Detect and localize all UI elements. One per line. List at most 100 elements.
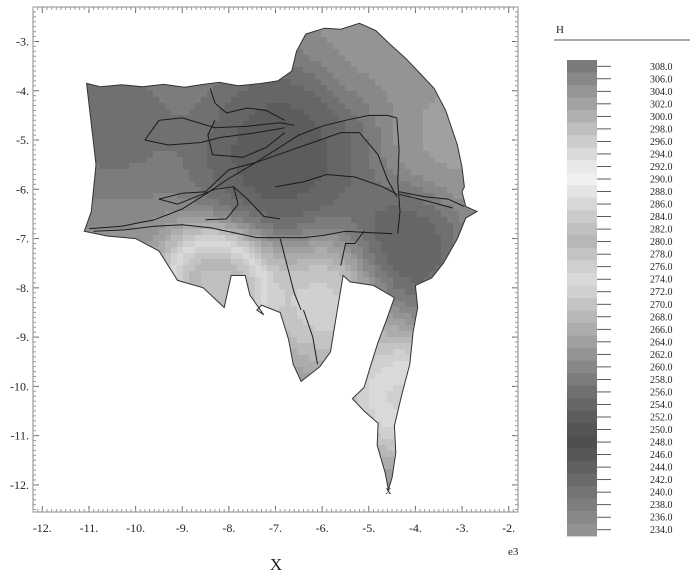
field-cell [99,235,106,242]
field-cell [135,271,142,278]
field-cell [309,259,316,266]
field-cell [237,373,244,380]
field-cell [291,247,298,254]
field-cell [225,481,232,488]
field-cell [147,253,154,260]
field-cell [291,379,298,386]
field-cell [45,247,52,254]
field-cell [123,37,130,44]
field-cell [243,157,250,164]
field-cell [87,487,94,490]
field-cell [207,205,214,212]
field-cell [45,31,52,38]
field-cell [369,115,376,122]
field-cell [63,505,70,512]
field-cell [291,139,298,146]
field-cell [357,163,364,170]
field-cell [309,289,316,296]
field-cell [159,235,166,242]
field-cell [243,23,250,26]
field-cell [357,373,364,380]
field-cell [87,151,94,158]
field-cell [261,259,268,266]
field-cell [279,181,286,188]
field-cell [153,481,160,488]
field-cell [327,301,334,308]
field-cell [39,229,46,236]
field-cell [189,133,196,140]
field-cell [213,451,220,458]
field-cell [213,277,220,284]
field-cell [345,43,352,50]
field-cell [135,55,142,62]
field-cell [357,289,364,296]
field-cell [375,181,382,188]
field-cell [381,127,388,134]
field-cell [381,181,388,188]
field-cell [99,25,106,32]
field-cell [363,223,370,230]
field-cell [165,307,172,314]
field-cell [351,325,358,332]
field-cell [33,157,40,164]
field-cell [69,409,76,416]
field-cell [147,79,154,86]
field-cell [153,61,160,68]
field-cell [363,55,370,62]
field-cell [69,355,76,362]
field-cell [237,187,244,194]
field-cell [135,307,142,314]
field-cell [273,349,280,356]
field-cell [237,493,244,500]
field-cell [63,271,70,278]
field-cell [237,31,244,38]
field-cell [225,439,232,446]
field-cell [99,205,106,212]
field-cell [213,331,220,338]
field-cell [39,421,46,428]
field-cell [267,61,274,68]
field-cell [111,463,118,470]
field-cell [141,301,148,308]
field-cell [84,31,88,38]
field-cell [237,73,244,80]
field-cell [309,223,316,230]
field-cell [237,265,244,272]
field-cell [243,193,250,200]
field-cell [171,451,178,458]
field-cell [237,127,244,134]
field-cell [357,115,364,122]
field-cell [261,151,268,158]
field-cell [63,127,70,134]
field-cell [267,349,274,356]
field-cell [51,73,58,80]
field-cell [225,37,232,44]
field-cell [141,337,148,344]
field-cell [57,259,64,266]
field-cell [141,217,148,224]
field-cell [159,319,166,326]
field-cell [285,61,292,68]
field-cell [339,13,346,20]
field-cell [345,421,352,428]
field-cell [171,343,178,350]
field-cell [123,307,130,314]
field-cell [177,277,184,284]
field-cell [279,253,286,260]
field-cell [219,73,226,80]
field-cell [201,361,208,368]
field-cell [159,133,166,140]
field-cell [363,355,370,362]
field-cell [129,469,136,476]
field-cell [165,13,172,20]
field-cell [219,43,226,50]
field-cell [75,289,82,296]
field-cell [75,145,82,152]
field-cell [183,61,190,68]
field-cell [195,13,202,20]
field-cell [357,175,364,182]
field-cell [135,247,142,254]
field-cell [261,23,268,26]
field-cell [177,487,184,490]
field-cell [183,187,190,194]
